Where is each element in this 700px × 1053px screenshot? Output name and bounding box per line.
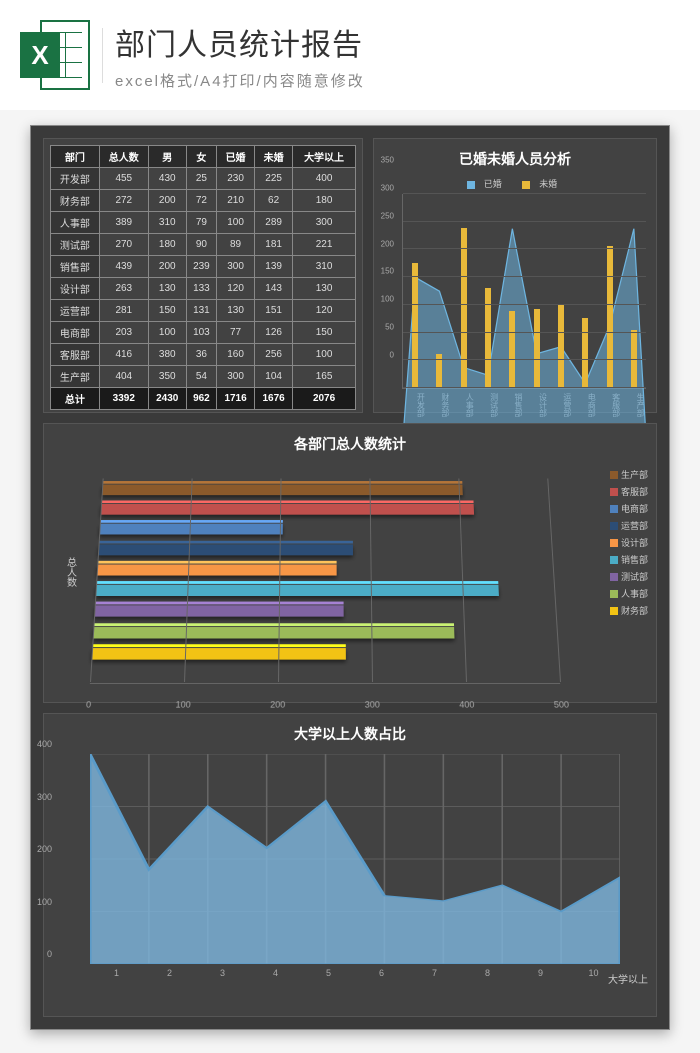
divider bbox=[102, 28, 103, 83]
table-header: 总人数 bbox=[99, 146, 148, 168]
chart1-legend: 已婚 未婚 bbox=[380, 177, 650, 190]
table-row: 设计部263130133120143130 bbox=[51, 278, 356, 300]
total-headcount-chart: 各部门总人数统计 总人数 0100200300400500 生产部客服部电商部运… bbox=[43, 423, 657, 703]
table-row: 客服部41638036160256100 bbox=[51, 344, 356, 366]
degree-ratio-chart: 大学以上人数占比 0100200300400 12345678910 大学以上 bbox=[43, 713, 657, 1017]
table-row: 开发部45543025230225400 bbox=[51, 168, 356, 190]
table-row: 测试部2701809089181221 bbox=[51, 234, 356, 256]
page-subtitle: excel格式/A4打印/内容随意修改 bbox=[115, 70, 680, 91]
table-row: 人事部38931079100289300 bbox=[51, 212, 356, 234]
table-header: 男 bbox=[148, 146, 186, 168]
table-header: 部门 bbox=[51, 146, 100, 168]
table-row: 生产部40435054300104165 bbox=[51, 366, 356, 388]
report-page: 部门总人数男女已婚未婚大学以上 开发部45543025230225400财务部2… bbox=[30, 125, 670, 1030]
table-header: 大学以上 bbox=[293, 146, 356, 168]
chart3-title: 大学以上人数占比 bbox=[50, 724, 650, 744]
page-title: 部门人员统计报告 bbox=[115, 20, 680, 64]
chart2-title: 各部门总人数统计 bbox=[50, 434, 650, 454]
chart3-right-label: 大学以上 bbox=[608, 971, 648, 986]
table-row: 销售部439200239300139310 bbox=[51, 256, 356, 278]
table-header: 已婚 bbox=[217, 146, 255, 168]
table-header: 女 bbox=[186, 146, 216, 168]
header: X 部门人员统计报告 excel格式/A4打印/内容随意修改 bbox=[0, 0, 700, 110]
table-row: 运营部281150131130151120 bbox=[51, 300, 356, 322]
table-row: 电商部20310010377126150 bbox=[51, 322, 356, 344]
department-table: 部门总人数男女已婚未婚大学以上 开发部45543025230225400财务部2… bbox=[50, 145, 356, 410]
chart2-legend: 生产部客服部电商部运营部设计部销售部测试部人事部财务部 bbox=[610, 464, 648, 621]
chart2-ylabel: 总人数 bbox=[63, 557, 78, 587]
table-row: 财务部2722007221062180 bbox=[51, 190, 356, 212]
married-analysis-chart: 已婚未婚人员分析 已婚 未婚 050100150200250300350 开发部… bbox=[373, 138, 657, 413]
data-table-panel: 部门总人数男女已婚未婚大学以上 开发部45543025230225400财务部2… bbox=[43, 138, 363, 413]
excel-icon: X bbox=[20, 20, 90, 90]
table-header: 未婚 bbox=[255, 146, 293, 168]
chart1-title: 已婚未婚人员分析 bbox=[380, 149, 650, 169]
